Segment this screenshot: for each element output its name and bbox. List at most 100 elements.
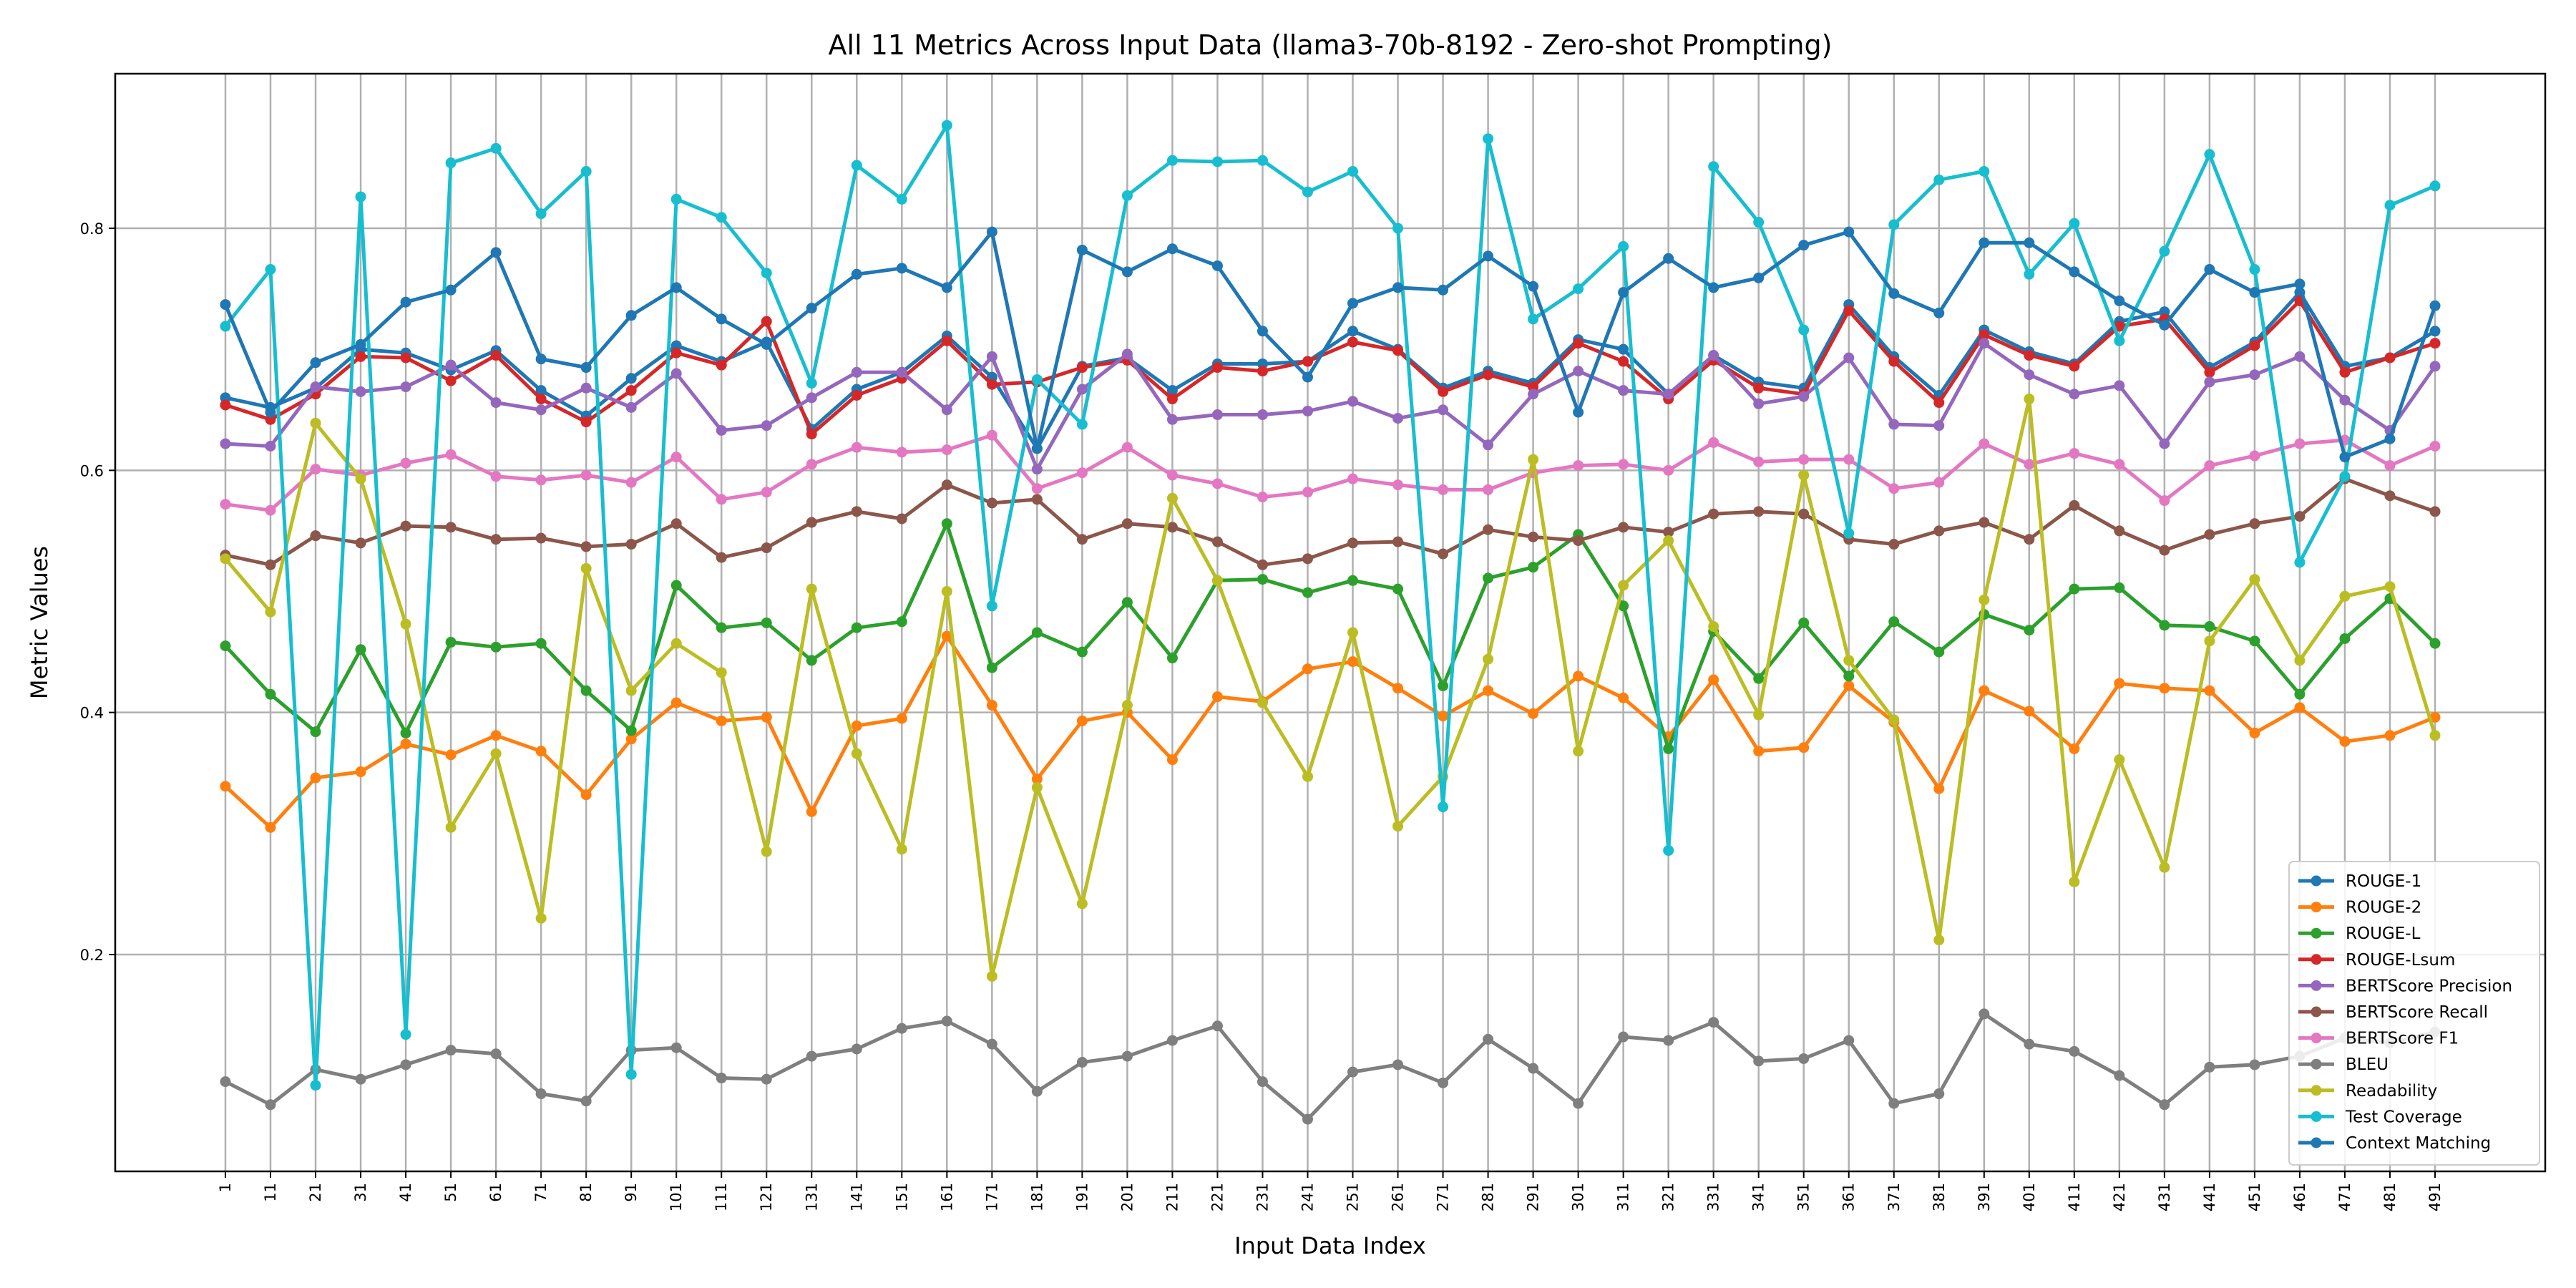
data-point <box>1979 438 1990 449</box>
data-point <box>941 282 952 293</box>
data-point <box>400 381 411 393</box>
data-point <box>670 1042 682 1053</box>
x-tick-label: 481 <box>2381 1183 2399 1211</box>
data-point <box>535 353 547 365</box>
data-point <box>806 429 817 440</box>
data-point <box>2114 678 2125 689</box>
data-point <box>1031 494 1043 505</box>
legend-frame <box>2288 861 2540 1166</box>
data-point <box>2069 877 2080 887</box>
data-point <box>1798 324 1810 336</box>
data-point <box>2429 361 2441 372</box>
data-point <box>1798 391 1810 402</box>
x-tick-label: 361 <box>1840 1183 1858 1211</box>
data-point <box>580 362 592 374</box>
data-point <box>2069 583 2080 595</box>
x-tick-label: 271 <box>1435 1183 1452 1211</box>
data-point <box>1076 362 1088 374</box>
data-point <box>761 1073 772 1085</box>
data-point <box>2024 350 2035 361</box>
data-point <box>2159 683 2170 694</box>
data-point <box>490 534 502 545</box>
x-tick-label: 401 <box>2021 1183 2038 1211</box>
data-point <box>851 506 862 517</box>
x-tick-label: 251 <box>1345 1183 1362 1211</box>
x-axis-label: Input Data Index <box>1234 1232 1426 1259</box>
legend-swatch-marker <box>2311 1058 2322 1070</box>
data-point <box>1392 536 1404 547</box>
data-point <box>1618 692 1629 703</box>
data-point <box>1483 439 1494 451</box>
data-point <box>1933 525 1945 537</box>
data-point <box>1438 484 1449 495</box>
x-tick-label: 421 <box>2111 1183 2128 1211</box>
series-line <box>223 291 2437 451</box>
legend-swatch-marker <box>2311 1111 2322 1122</box>
data-point <box>670 282 682 293</box>
data-point <box>1257 492 1268 503</box>
data-point <box>1573 460 1584 472</box>
data-point <box>1392 282 1404 293</box>
x-tick-label: 51 <box>442 1183 459 1202</box>
x-tick-label: 61 <box>487 1183 504 1202</box>
data-point <box>1166 385 1178 396</box>
data-point <box>1166 394 1178 405</box>
series-line <box>223 477 2437 567</box>
data-point <box>1392 345 1404 356</box>
data-point <box>1843 527 1855 539</box>
data-point <box>1121 441 1133 453</box>
data-point <box>310 1080 321 1091</box>
data-point <box>445 449 457 460</box>
data-point <box>1438 1077 1449 1088</box>
data-point <box>1618 600 1629 612</box>
data-point <box>220 1076 231 1088</box>
data-point <box>1618 580 1629 591</box>
data-point <box>1888 483 1900 494</box>
data-point <box>1211 362 1223 374</box>
data-point <box>1573 283 1584 295</box>
data-point <box>2294 655 2306 666</box>
data-point <box>1347 326 1359 337</box>
data-point <box>1392 583 1404 595</box>
data-point <box>1888 1098 1900 1109</box>
data-point <box>2114 459 2125 470</box>
data-point <box>2429 441 2441 452</box>
data-point <box>1483 369 1494 381</box>
data-point <box>2069 266 2080 278</box>
data-point <box>806 392 817 404</box>
data-point <box>1663 464 1674 476</box>
data-point <box>625 373 637 384</box>
data-point <box>400 296 411 308</box>
data-point <box>2024 237 2035 248</box>
data-point <box>580 541 592 552</box>
x-tick-label: 121 <box>758 1183 775 1211</box>
data-point <box>1888 419 1900 430</box>
legend-swatch-marker <box>2311 954 2322 965</box>
data-point <box>580 1096 592 1107</box>
data-point <box>625 477 637 488</box>
series-line <box>223 230 2437 459</box>
data-point <box>670 452 682 463</box>
data-point <box>2249 340 2260 351</box>
data-point <box>2429 338 2441 349</box>
data-point <box>896 1023 907 1034</box>
legend-swatch-marker <box>2311 980 2322 991</box>
data-point <box>1483 572 1494 584</box>
data-point <box>2429 300 2441 311</box>
x-tick-label: 141 <box>848 1183 865 1211</box>
x-tick-label: 321 <box>1660 1183 1677 1211</box>
series-bertscore-precision <box>220 338 2441 475</box>
data-point <box>1933 397 1945 409</box>
data-point <box>1618 287 1629 298</box>
data-point <box>2339 590 2351 602</box>
data-point <box>2024 369 2035 381</box>
x-tick-label: 181 <box>1028 1183 1045 1211</box>
data-point <box>716 359 727 371</box>
data-point <box>1979 685 1990 696</box>
data-point <box>1663 845 1674 857</box>
data-point <box>355 644 366 655</box>
y-axis: 0.2 0.4 0.6 0.8 <box>80 220 115 964</box>
data-point <box>761 420 772 431</box>
legend-swatch-marker <box>2311 1006 2322 1018</box>
data-point <box>1438 548 1449 560</box>
